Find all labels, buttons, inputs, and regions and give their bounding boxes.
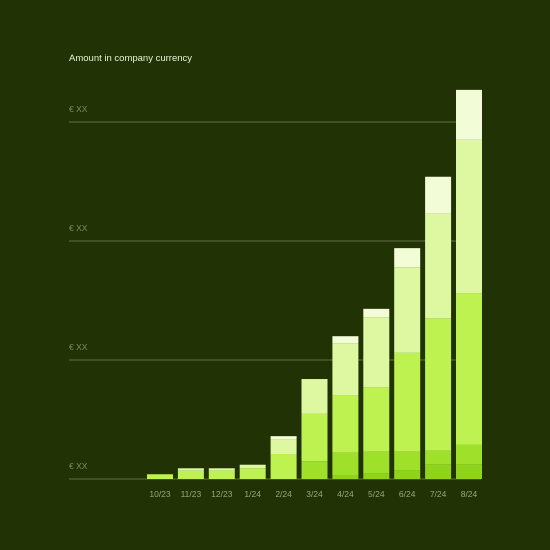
bar-stack (270, 436, 297, 479)
bar-stack (363, 308, 390, 479)
bar-segment-5 (332, 336, 359, 344)
x-tick-label: 2/24 (275, 489, 292, 499)
x-axis-ticks: 10/23 11/23 12/23 1/24 2/24 3/24 4/24 5/24 6/24 7… (149, 489, 477, 499)
bar-segment-2 (425, 450, 452, 465)
bar-segment-1 (332, 475, 359, 479)
bar-segment-5 (270, 436, 297, 440)
x-tick-label: 11/23 (181, 489, 202, 499)
x-tick-label: 1/24 (244, 489, 261, 499)
bar-segment-5 (425, 176, 452, 214)
bar-stack (394, 248, 421, 479)
bar-segment-1 (363, 473, 390, 479)
bar-segment-4 (425, 213, 452, 319)
bar-segment-4 (332, 343, 359, 396)
bar-segment-5 (363, 308, 390, 318)
bar-segment-5 (456, 89, 482, 140)
x-tick-label: 3/24 (306, 489, 323, 499)
bar-segment-2 (363, 451, 390, 474)
bar-segment-3 (239, 468, 266, 479)
bar-stack (456, 89, 482, 479)
y-tick-label: € XX (69, 223, 88, 233)
bar-segment-1 (394, 470, 421, 479)
bar-segment-3 (301, 413, 328, 462)
x-tick-label: 5/24 (368, 489, 385, 499)
bars (147, 89, 482, 479)
bar-segment-3 (177, 470, 204, 479)
bar-segment-3 (270, 454, 297, 479)
bar-segment-2 (456, 444, 482, 465)
bar-segment-4 (363, 317, 390, 388)
bar-segment-3 (363, 387, 390, 452)
bar-stack (332, 336, 359, 479)
bar-segment-2 (332, 452, 359, 476)
bar-segment-1 (425, 464, 452, 479)
x-tick-label: 7/24 (430, 489, 447, 499)
bar-segment-5 (394, 248, 421, 268)
bar-segment-2 (394, 451, 421, 471)
bar-segment-2 (301, 461, 328, 479)
y-tick-label: € XX (69, 104, 88, 114)
x-tick-label: 8/24 (461, 489, 478, 499)
y-tick-label: € XX (69, 342, 88, 352)
bar-stack (239, 464, 266, 479)
bar-segment-4 (394, 267, 421, 353)
bar-segment-3 (208, 470, 235, 479)
bar-stack (301, 379, 328, 479)
x-tick-label: 12/23 (211, 489, 233, 499)
bar-segment-3 (332, 395, 359, 453)
bar-segment-4 (177, 468, 204, 471)
bar-segment-4 (208, 468, 235, 471)
bar-segment-3 (394, 352, 421, 452)
bar-stack (425, 176, 452, 479)
bar-stack (147, 474, 173, 479)
bar-stack (208, 468, 235, 479)
bar-segment-4 (301, 379, 328, 414)
bar-segment-3 (147, 474, 173, 479)
x-tick-label: 10/23 (149, 489, 171, 499)
chart-title: Amount in company currency (69, 53, 192, 64)
bar-segment-3 (456, 293, 482, 445)
bar-segment-4 (456, 139, 482, 294)
x-tick-label: 4/24 (337, 489, 354, 499)
y-tick-label: € XX (69, 461, 88, 471)
x-tick-label: 6/24 (399, 489, 416, 499)
y-axis-ticks: € XX € XX € XX € XX (69, 104, 88, 471)
bar-segment-1 (456, 464, 482, 479)
bar-segment-3 (425, 318, 452, 451)
bar-segment-4 (239, 464, 266, 469)
bar-segment-4 (270, 439, 297, 455)
bar-stack (177, 468, 204, 479)
